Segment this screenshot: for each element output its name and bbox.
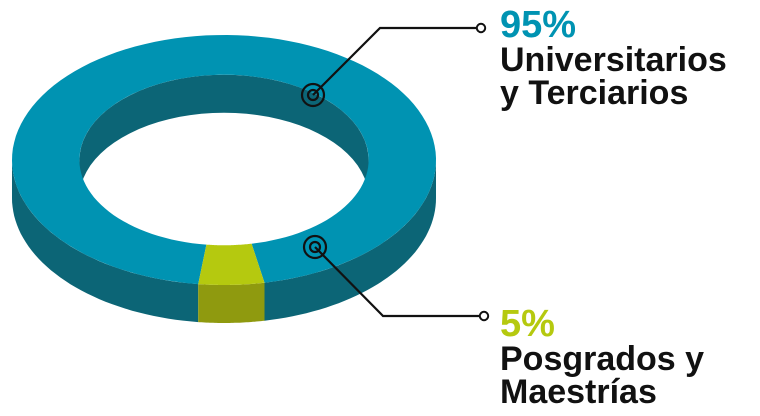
slice-top-1 — [198, 243, 265, 285]
series-name-universitarios-line2: y Terciarios — [500, 74, 689, 112]
value-label-universitarios: 95% — [500, 4, 577, 46]
callout-end-dot-1 — [478, 310, 490, 322]
callout-0 — [300, 22, 487, 108]
callout-end-dot-0 — [475, 22, 487, 34]
slice-top-0 — [12, 35, 436, 285]
outer-wall-slice-0 — [264, 160, 436, 321]
callout-line-0 — [312, 26, 481, 96]
inner-wall-slice-0 — [79, 74, 369, 198]
series-name-universitarios-line1: Universitarios — [500, 41, 727, 79]
callout-marker-inner-1 — [308, 240, 322, 254]
callout-marker-inner-0 — [306, 88, 320, 102]
callout-line-1 — [314, 246, 484, 318]
series-name-posgrados-line1: Posgrados y — [500, 340, 705, 378]
outer-wall-slice-0 — [12, 160, 199, 323]
legend-label-posgrados: 5% Posgrados y Maestrías — [500, 305, 704, 409]
callout-1 — [302, 234, 490, 322]
callout-marker-outer-0 — [300, 82, 326, 108]
legend-label-universitarios: 95% Universitarios y Terciarios — [500, 6, 727, 110]
value-label-posgrados: 5% — [500, 303, 555, 345]
callout-marker-outer-1 — [302, 234, 328, 260]
series-name-posgrados-line2: Maestrías — [500, 373, 657, 411]
outer-wall-slice-1 — [198, 282, 265, 323]
